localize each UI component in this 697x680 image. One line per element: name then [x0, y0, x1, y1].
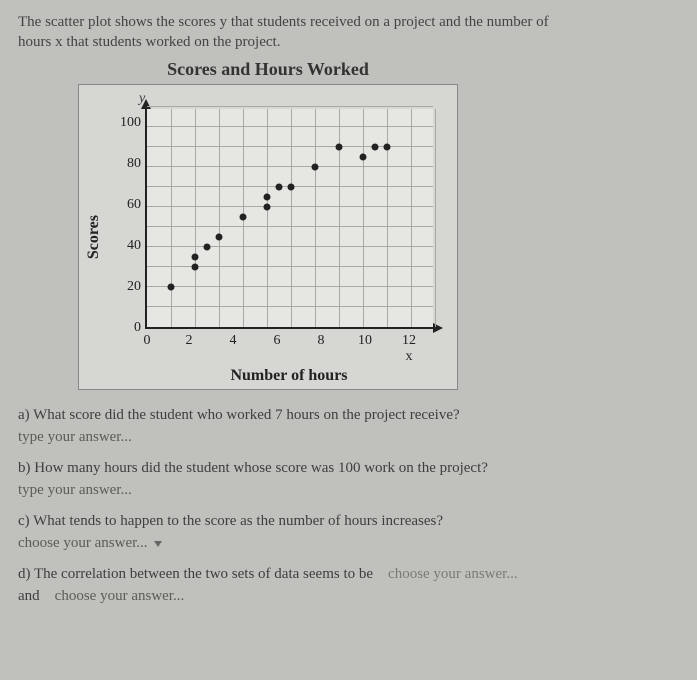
x-axis-label: Number of hours [145, 367, 433, 385]
question-a: a) What score did the student who worked… [18, 404, 679, 449]
gridline-h [147, 286, 433, 287]
data-point [384, 143, 391, 150]
chart-title: Scores and Hours Worked [78, 59, 458, 80]
ytick: 60 [111, 198, 141, 212]
gridline-v [267, 109, 268, 327]
data-point [204, 243, 211, 250]
ytick: 20 [111, 280, 141, 294]
y-axis-top-label: y [139, 91, 433, 107]
question-a-text: a) What score did the student who worked… [18, 407, 460, 423]
data-point [336, 143, 343, 150]
data-point [360, 153, 367, 160]
gridline-v [219, 109, 220, 327]
dropdown-label: choose your answer... [55, 588, 185, 604]
gridline-v [411, 109, 412, 327]
intro-text: The scatter plot shows the scores y that… [18, 12, 679, 53]
answer-dropdown-c[interactable]: choose your answer... [18, 535, 162, 551]
y-axis-label: Scores [85, 215, 103, 259]
gridline-h [147, 306, 433, 307]
gridline-v [339, 109, 340, 327]
answer-dropdown-d1[interactable]: choose your answer... [388, 566, 518, 582]
question-d-join: and [18, 588, 40, 604]
gridline-v [315, 109, 316, 327]
y-ticks: 100 80 60 40 20 0 [111, 109, 141, 329]
data-point [240, 213, 247, 220]
dropdown-label: choose your answer... [388, 566, 518, 582]
answer-dropdown-d2[interactable]: choose your answer... [55, 588, 185, 604]
gridline-v [195, 109, 196, 327]
data-point [168, 283, 175, 290]
xtick: 0 [135, 333, 159, 365]
data-point [192, 253, 199, 260]
questions-block: a) What score did the student who worked… [18, 404, 679, 608]
data-point [264, 203, 271, 210]
question-c: c) What tends to happen to the score as … [18, 510, 679, 555]
xtick: 10 [353, 333, 377, 365]
x-axis-end-label: 12 x [397, 333, 421, 365]
ytick: 40 [111, 239, 141, 253]
gridline-v [171, 109, 172, 327]
gridline-v [291, 109, 292, 327]
gridline-v [387, 109, 388, 327]
question-d-prefix: d) The correlation between the two sets … [18, 566, 373, 582]
question-b: b) How many hours did the student whose … [18, 457, 679, 502]
chevron-down-icon [154, 541, 162, 547]
gridline-h [147, 106, 433, 107]
ytick: 100 [111, 116, 141, 130]
ytick: 80 [111, 157, 141, 171]
chart-frame: Scores y 100 80 60 40 20 0 0 2 [78, 84, 458, 390]
gridline-h [147, 266, 433, 267]
data-point [372, 143, 379, 150]
data-point [216, 233, 223, 240]
answer-input-a[interactable]: type your answer... [18, 429, 132, 445]
data-point [264, 193, 271, 200]
question-d: d) The correlation between the two sets … [18, 563, 679, 608]
scatter-plot [145, 109, 433, 329]
xtick: 6 [265, 333, 289, 365]
gridline-v [435, 109, 436, 327]
gridline-h [147, 166, 433, 167]
data-point [192, 263, 199, 270]
xtick: 4 [221, 333, 245, 365]
gridline-h [147, 226, 433, 227]
intro-line-1: The scatter plot shows the scores y that… [18, 14, 549, 30]
y-axis-arrow-icon [141, 99, 151, 109]
answer-input-b[interactable]: type your answer... [18, 482, 132, 498]
x-ticks: 0 2 4 6 8 10 12 x [145, 333, 433, 365]
question-c-text: c) What tends to happen to the score as … [18, 513, 443, 529]
data-point [312, 163, 319, 170]
question-b-text: b) How many hours did the student whose … [18, 460, 488, 476]
gridline-h [147, 206, 433, 207]
xtick: 8 [309, 333, 333, 365]
xtick: 2 [177, 333, 201, 365]
data-point [288, 183, 295, 190]
data-point [276, 183, 283, 190]
gridline-h [147, 126, 433, 127]
gridline-h [147, 246, 433, 247]
dropdown-label: choose your answer... [18, 535, 148, 551]
gridline-v [363, 109, 364, 327]
intro-line-2: hours x that students worked on the proj… [18, 34, 280, 50]
